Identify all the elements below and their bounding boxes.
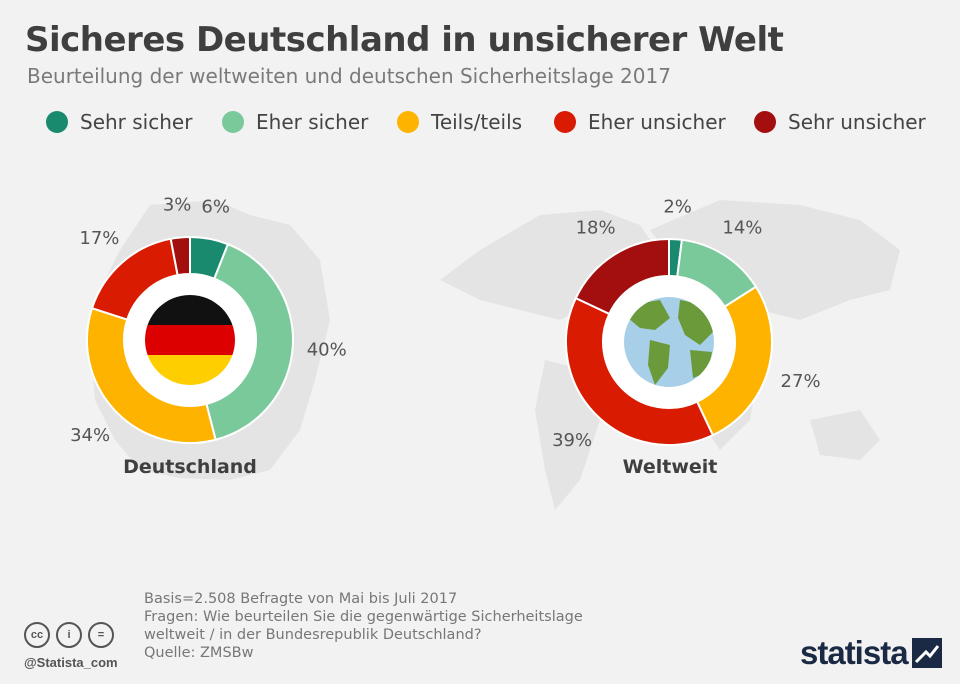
legend-item-eher-unsicher: Eher unsicher [554, 108, 726, 136]
data-label: 17% [79, 228, 119, 249]
no-derivatives-icon: = [88, 622, 114, 648]
attribution-icon: i [56, 622, 82, 648]
donut-title-weltweit: Weltweit [623, 456, 718, 478]
donut-slice-sehr-unsicher [574, 237, 670, 316]
license-icons: cc i = [24, 622, 114, 648]
data-label: 39% [552, 430, 592, 451]
creative-commons-icon: cc [24, 622, 50, 648]
donut-slice-eher-unsicher [565, 296, 715, 446]
legend-swatch [397, 111, 419, 133]
data-label: 27% [781, 371, 821, 392]
statista-handle: @Statista_com [24, 655, 118, 670]
data-label: 14% [722, 217, 762, 238]
footnote-question-line1: Fragen: Wie beurteilen Sie die gegenwärt… [144, 609, 583, 625]
legend-label: Sehr sicher [80, 110, 193, 134]
legend-swatch [754, 111, 776, 133]
statista-logo-mark-icon [911, 638, 942, 668]
statista-logo: statista [800, 634, 942, 672]
chart-title: Sicheres Deutschland in unsicherer Welt [25, 20, 784, 60]
footnote-source: Quelle: ZMSBw [144, 645, 254, 661]
globe-icon [624, 297, 714, 387]
footnote-question-line2: weltweit / in der Bundesrepublik Deutsch… [144, 627, 482, 643]
legend-label: Eher sicher [256, 110, 369, 134]
legend-item-sehr-sicher: Sehr sicher [46, 108, 192, 136]
statista-logo-text: statista [800, 634, 909, 671]
germany-flag-icon [145, 295, 235, 385]
donut-slice-teils-teils [86, 306, 217, 444]
chart-subtitle: Beurteilung der weltweiten und deutschen… [27, 64, 671, 88]
legend-swatch [222, 111, 244, 133]
legend-item-teils-teils: Teils/teils [397, 108, 522, 136]
data-label: 3% [163, 195, 192, 216]
data-label: 40% [307, 340, 347, 361]
legend: Sehr sicher Eher sicher Teils/teils Eher… [0, 108, 960, 136]
data-label: 18% [576, 217, 616, 238]
donut-slice-eher-sicher [205, 242, 294, 441]
donut-title-deutschland: Deutschland [123, 456, 257, 478]
donut-labels: 6% 40% 34% 17% 3% 2% 14% 27% 39% 18% [70, 195, 820, 451]
donut-deutschland [86, 235, 294, 444]
data-label: 2% [663, 196, 692, 217]
data-label: 6% [201, 196, 230, 217]
footnote: Basis=2.508 Befragte von Mai bis Juli 20… [144, 590, 583, 662]
legend-label: Eher unsicher [588, 110, 726, 134]
legend-item-eher-sicher: Eher sicher [222, 108, 368, 136]
legend-item-sehr-unsicher: Sehr unsicher [754, 108, 926, 136]
legend-label: Teils/teils [431, 110, 523, 134]
data-label: 34% [70, 425, 110, 446]
legend-swatch [46, 111, 68, 133]
legend-label: Sehr unsicher [788, 110, 926, 134]
donut-slice-sehr-unsicher [169, 235, 191, 277]
footnote-basis: Basis=2.508 Befragte von Mai bis Juli 20… [144, 591, 458, 607]
legend-swatch [554, 111, 576, 133]
